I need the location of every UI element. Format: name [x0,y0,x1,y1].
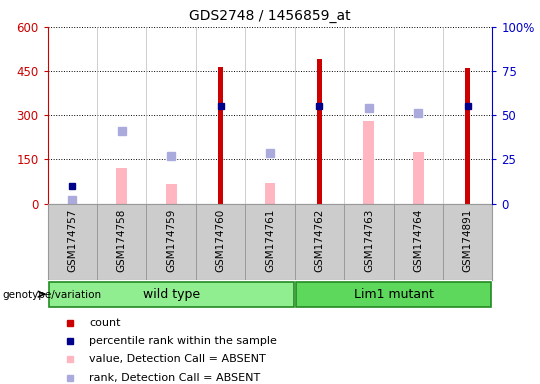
Text: GSM174759: GSM174759 [166,209,176,272]
Bar [70,197,75,204]
Title: GDS2748 / 1456859_at: GDS2748 / 1456859_at [189,9,351,23]
Text: GSM174764: GSM174764 [413,209,423,272]
Bar [265,183,275,204]
Text: count: count [89,318,120,328]
Text: rank, Detection Call = ABSENT: rank, Detection Call = ABSENT [89,373,260,383]
Bar [166,184,177,204]
Text: GSM174891: GSM174891 [463,209,472,272]
Text: Lim1 mutant: Lim1 mutant [354,288,434,301]
Text: GSM174763: GSM174763 [364,209,374,272]
Text: percentile rank within the sample: percentile rank within the sample [89,336,277,346]
FancyBboxPatch shape [49,282,294,307]
Text: GSM174757: GSM174757 [68,209,77,272]
Text: GSM174762: GSM174762 [314,209,325,272]
Text: GSM174761: GSM174761 [265,209,275,272]
Text: GSM174758: GSM174758 [117,209,127,272]
Bar [465,68,470,204]
Bar [413,152,424,204]
FancyBboxPatch shape [296,282,491,307]
Text: wild type: wild type [143,288,200,301]
Bar [116,168,127,204]
Bar [317,59,322,204]
Text: value, Detection Call = ABSENT: value, Detection Call = ABSENT [89,354,266,364]
Bar [218,67,223,204]
Text: GSM174760: GSM174760 [215,209,226,272]
Text: genotype/variation: genotype/variation [3,290,102,300]
Bar [363,121,374,204]
